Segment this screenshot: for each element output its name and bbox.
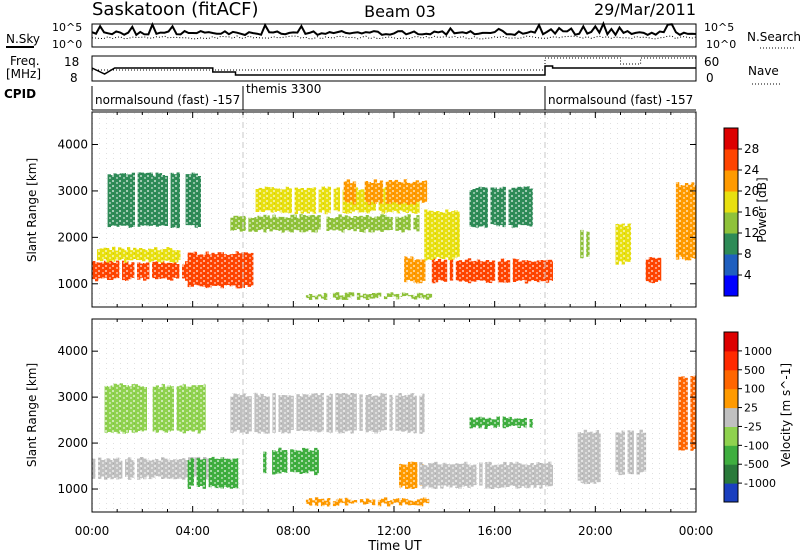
sky-tick-bottom: 10^0: [52, 38, 82, 51]
time-axis-label: Time UT: [367, 539, 421, 554]
freq-tick-bottom: 8: [70, 71, 78, 85]
colorbar-swatch: [724, 332, 738, 352]
freq-line: [91, 65, 696, 76]
colorbar-tick-label: 1000: [744, 345, 772, 358]
velocity-panel: 1000 2000 3000 4000 00:00 04:00 08:00 12:00 16:…: [25, 318, 714, 538]
nave-label: Nave: [748, 64, 779, 78]
colorbar-tick-label: -25: [744, 420, 762, 433]
x-tick-label: 00:00: [679, 524, 714, 538]
power-colorbar: 4 8 12 16 20 24 28: [723, 127, 759, 297]
colorbar-swatch: [724, 369, 738, 390]
nave-tick-top: 60: [704, 55, 719, 69]
colorbar-swatch: [724, 275, 738, 297]
x-tick-label: 20:00: [578, 524, 613, 538]
colorbar-tick-label: 20: [744, 184, 759, 198]
colorbar-swatch: [724, 128, 738, 150]
sky-label: N.Sky: [6, 32, 40, 46]
colorbar-swatch: [724, 212, 738, 234]
colorbar-swatch: [724, 191, 738, 213]
y-tick-label: 1000: [57, 277, 88, 291]
x-tick-label: 00:00: [75, 524, 110, 538]
colorbar-tick-label: -1000: [744, 477, 776, 490]
colorbar-swatch: [724, 445, 738, 465]
colorbar-tick-label: 25: [744, 402, 758, 415]
cpid-label: CPID: [4, 87, 36, 101]
power-y-ticks: 1000 2000 3000 4000: [57, 138, 696, 291]
x-tick-label: 16:00: [477, 524, 512, 538]
colorbar-tick-label: 12: [744, 226, 759, 240]
colorbar-tick-label: -100: [744, 439, 769, 452]
freq-label-2: [MHz]: [6, 67, 41, 81]
colorbar-swatch: [724, 464, 738, 484]
x-tick-label: 04:00: [175, 524, 210, 538]
colorbar-tick-label: 500: [744, 364, 765, 377]
y-tick-label: 3000: [57, 390, 88, 404]
colorbar-frame: [723, 331, 739, 503]
power-colorbar-label: Power [dB]: [755, 177, 769, 242]
colorbar-tick-label: 28: [744, 142, 759, 156]
velocity-y-ticks: 1000 2000 3000 4000: [57, 344, 696, 496]
velocity-colorbar-label: Velocity [m s^-1]: [779, 363, 793, 467]
colorbar-swatch: [724, 407, 738, 427]
velocity-x-ticks: 00:00 04:00 08:00 12:00 16:00 20:00 00:00: [75, 319, 714, 538]
colorbar-swatch: [724, 149, 738, 171]
power-ylabel: Slant Range [km]: [25, 158, 39, 262]
search-tick-top: 10^5: [704, 21, 734, 34]
velocity-speckle: [92, 319, 696, 512]
noise-search-line: [91, 35, 697, 40]
cpid-segment-label: themis 3300: [246, 82, 321, 96]
noise-strip: [91, 20, 697, 48]
colorbar-tick-label: 24: [744, 163, 759, 177]
beam-title: Beam 03: [364, 2, 436, 21]
date-title: 29/Mar/2011: [594, 0, 696, 19]
cpid-segment-label: normalsound (fast) -157: [95, 93, 240, 107]
colorbar-swatch: [724, 233, 738, 255]
y-tick-label: 1000: [57, 482, 88, 496]
power-panel: 1000 2000 3000 4000 Slant Range [km]: [25, 111, 697, 308]
velocity-colorbar: 1000 500 100 25 -25 -100 -500 -1000: [723, 331, 776, 503]
nave-tick-bottom: 0: [706, 71, 714, 85]
colorbar-tick-label: 100: [744, 383, 765, 396]
y-tick-label: 4000: [57, 138, 88, 152]
colorbar-tick-label: 8: [744, 247, 752, 261]
cpid-segments: normalsound (fast) -157 themis 3300 normal…: [91, 82, 693, 110]
colorbar-tick-label: 4: [744, 268, 752, 282]
power-x-ticks: [91, 112, 697, 307]
colorbar-swatch: [724, 426, 738, 446]
velocity-guides: [242, 319, 546, 512]
colorbar-swatch: [724, 170, 738, 192]
y-tick-label: 4000: [57, 344, 88, 358]
y-tick-label: 2000: [57, 230, 88, 244]
y-tick-label: 2000: [57, 436, 88, 450]
colorbar-tick-label: 16: [744, 205, 759, 219]
colorbar-swatch: [724, 350, 738, 371]
colorbar-swatch: [724, 388, 738, 409]
colorbar-tick-label: -500: [744, 458, 769, 471]
colorbar-swatch: [724, 483, 738, 503]
freq-label-1: Freq.: [10, 54, 40, 68]
sky-tick-top: 10^5: [52, 21, 82, 34]
x-tick-label: 12:00: [377, 524, 412, 538]
colorbar-swatch: [724, 254, 738, 276]
velocity-ylabel: Slant Range [km]: [25, 363, 39, 467]
x-tick-label: 08:00: [276, 524, 311, 538]
nave-line: [92, 57, 696, 71]
power-guides: [242, 112, 546, 307]
search-label: N.Search: [747, 30, 800, 44]
freq-tick-top: 18: [64, 55, 79, 69]
cpid-segment-label: normalsound (fast) -157: [548, 93, 693, 107]
freq-strip: [91, 55, 697, 82]
power-speckle: [92, 112, 696, 307]
noise-sky-line: [91, 20, 697, 37]
station-title: Saskatoon (fitACF): [92, 0, 259, 20]
search-tick-bottom: 10^0: [706, 38, 736, 51]
y-tick-label: 3000: [57, 184, 88, 198]
